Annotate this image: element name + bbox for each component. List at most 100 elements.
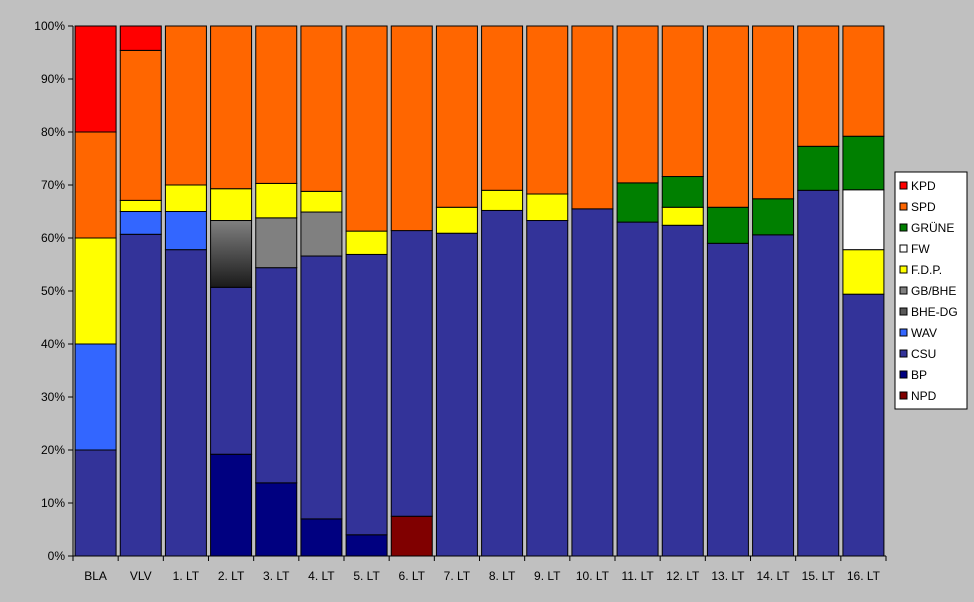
bar-segment — [74, 237, 117, 345]
legend-label: GB/BHE — [911, 284, 956, 298]
bar-segment — [300, 211, 343, 257]
legend-label: BP — [911, 368, 927, 382]
y-tick-label: 70% — [41, 178, 65, 192]
bars — [74, 25, 885, 557]
bar-segment — [797, 25, 840, 147]
bar-segment — [300, 255, 343, 520]
y-tick-label: 20% — [41, 443, 65, 457]
bar-segment — [255, 267, 298, 484]
bar-segment — [255, 482, 298, 557]
bar-segment — [526, 220, 569, 557]
bar-segment — [345, 534, 388, 557]
x-tick-label: 3. LT — [263, 569, 290, 583]
bar-segment — [390, 25, 433, 232]
legend-label: BHE-DG — [911, 305, 958, 319]
legend-label: GRÜNE — [911, 221, 954, 235]
legend-swatch — [899, 349, 908, 358]
x-tick-label: 2. LT — [218, 569, 245, 583]
bar-segment — [842, 135, 885, 191]
x-tick-label: 15. LT — [802, 569, 836, 583]
x-tick-label: 16. LT — [847, 569, 881, 583]
bar-segment — [616, 182, 659, 223]
legend-swatch — [899, 244, 908, 253]
bar-segment — [300, 25, 343, 192]
bar-segment — [706, 242, 749, 557]
x-tick-label: 5. LT — [353, 569, 380, 583]
legend-swatch — [899, 307, 908, 316]
x-tick-label: 9. LT — [534, 569, 561, 583]
x-tick-label: BLA — [84, 569, 107, 583]
bar-segment — [752, 234, 795, 557]
legend-swatch — [899, 202, 908, 211]
bar-segment — [300, 190, 343, 213]
bar-segment — [842, 189, 885, 251]
bar-segment — [300, 518, 343, 557]
bar-segment — [435, 232, 478, 557]
bar-segment — [797, 145, 840, 191]
bar-segment — [481, 189, 524, 211]
legend-label: CSU — [911, 347, 936, 361]
bar-segment — [164, 249, 207, 557]
x-tick-label: 6. LT — [399, 569, 426, 583]
bar-segment — [842, 293, 885, 557]
x-tick-label: 13. LT — [711, 569, 745, 583]
legend-label: F.D.P. — [911, 263, 942, 277]
x-tick-label: 11. LT — [621, 569, 654, 583]
bar-segment — [616, 25, 659, 184]
bar-segment — [571, 25, 614, 210]
bar-segment — [661, 176, 704, 208]
y-tick-label: 80% — [41, 125, 65, 139]
bar-segment — [74, 25, 117, 133]
bar-segment — [571, 208, 614, 557]
plot-area — [73, 26, 886, 556]
bar-segment — [706, 206, 749, 244]
legend-swatch — [899, 265, 908, 274]
y-tick-label: 30% — [41, 390, 65, 404]
legend-swatch — [899, 286, 908, 295]
legend-label: NPD — [911, 389, 937, 403]
x-tick-label: 12. LT — [666, 569, 700, 583]
bar-segment — [752, 198, 795, 236]
y-tick-label: 60% — [41, 231, 65, 245]
bar-segment — [842, 25, 885, 137]
bar-segment — [481, 25, 524, 191]
bar-segment — [526, 193, 569, 222]
bar-segment — [435, 25, 478, 208]
legend-label: SPD — [911, 200, 936, 214]
legend: KPD SPD GRÜNE FW F.D.P. GB/BHE BHE-DG WAV CSU BP N… — [894, 171, 968, 410]
x-tick-label: 7. LT — [444, 569, 471, 583]
bar-segment — [119, 49, 162, 201]
legend-swatch — [899, 370, 908, 379]
bar-segment — [616, 221, 659, 557]
bar-segment — [661, 25, 704, 178]
bar-segment — [164, 184, 207, 212]
bar-segment — [706, 25, 749, 208]
x-tick-label: 14. LT — [757, 569, 791, 583]
bar-segment — [255, 217, 298, 269]
bar-segment — [74, 343, 117, 451]
bar-segment — [74, 449, 117, 557]
bar-segment — [345, 253, 388, 536]
bar-segment — [390, 515, 433, 557]
bar-segment — [255, 182, 298, 219]
y-tick-label: 90% — [41, 72, 65, 86]
bar-segment — [119, 199, 162, 212]
x-tick-label: 10. LT — [576, 569, 610, 583]
y-axis: 0% 10% 20% 30% 40% 50% 60% 70% 80% 90% 100% — [34, 19, 74, 563]
y-tick-label: 50% — [41, 284, 65, 298]
legend-label: KPD — [911, 179, 936, 193]
bar-segment — [119, 211, 162, 235]
bar-segment — [661, 224, 704, 557]
bar-segment — [164, 211, 207, 251]
x-tick-label: 8. LT — [489, 569, 516, 583]
bar-segment — [345, 230, 388, 255]
y-tick-label: 10% — [41, 496, 65, 510]
bar-segment — [390, 230, 433, 517]
legend-label: WAV — [911, 326, 937, 340]
bar-segment — [526, 25, 569, 195]
legend-swatch — [899, 223, 908, 232]
legend-swatch — [899, 328, 908, 337]
bar-segment — [210, 220, 253, 288]
legend-swatch — [899, 181, 908, 190]
